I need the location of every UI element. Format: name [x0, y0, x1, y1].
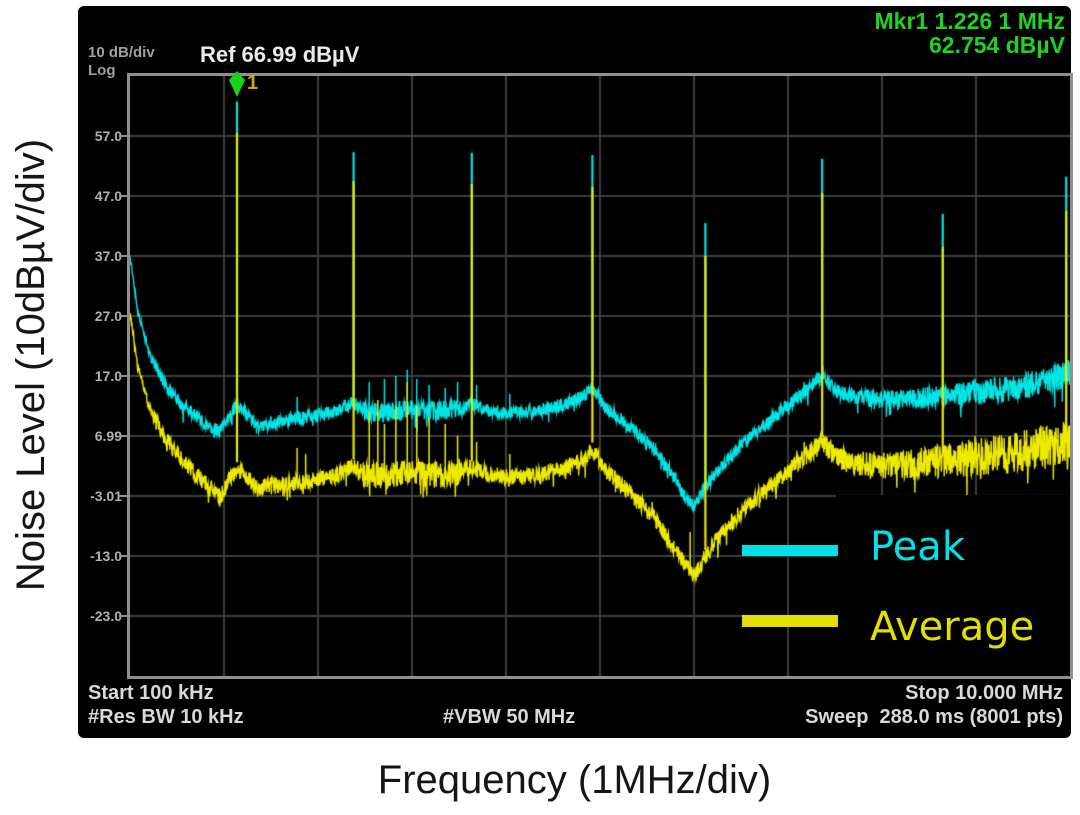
y-tick-label: -13.0 [90, 548, 122, 564]
analyzer-screen: 10 dB/div Log Ref 66.99 dBµV Mkr1 1.226 … [78, 6, 1073, 738]
y-tick-mark [119, 135, 130, 137]
res-bw-label: #Res BW 10 kHz [88, 706, 244, 728]
y-tick-label: 27.0 [94, 308, 122, 324]
y-tick-label: -3.01 [90, 488, 122, 504]
log-scale-label: Log [88, 62, 116, 79]
ref-level-label: Ref 66.99 dBµV [200, 42, 360, 67]
y-tick-label: 37.0 [94, 248, 122, 264]
start-frequency-label: Start 100 kHz [88, 682, 214, 704]
y-tick-mark [119, 555, 130, 557]
y-tick-label: -23.0 [90, 608, 122, 624]
y-tick-mark [119, 615, 130, 617]
legend-label-average: Average [870, 604, 1035, 650]
x-axis-title: Frequency (1MHz/div) [377, 758, 772, 802]
legend-label-peak: Peak [870, 524, 965, 570]
y-tick-mark [119, 435, 130, 437]
legend-swatch-peak [742, 545, 838, 556]
vbw-label: #VBW 50 MHz [443, 706, 576, 728]
legend-swatch-average [742, 615, 838, 627]
y-tick-mark [119, 375, 130, 377]
marker-readout: Mkr1 1.226 1 MHz 62.754 dBµV [875, 9, 1065, 57]
legend-background [836, 495, 1070, 676]
amplitude-scale-label: 10 dB/div [88, 44, 155, 61]
sweep-label: Sweep 288.0 ms (8001 pts) [805, 706, 1063, 728]
marker1-number: 1 [247, 72, 259, 94]
y-tick-mark [119, 495, 130, 497]
y-tick-mark [119, 255, 130, 257]
y-tick-label: 57.0 [94, 128, 122, 144]
marker1-diamond-icon [228, 71, 246, 102]
marker-readout-amplitude: 62.754 dBµV [929, 32, 1065, 58]
y-tick-mark [119, 195, 130, 197]
marker-readout-frequency: Mkr1 1.226 1 MHz [874, 8, 1065, 34]
stop-frequency-label: Stop 10.000 MHz [905, 682, 1063, 704]
y-tick-mark [119, 315, 130, 317]
y-tick-label: 47.0 [94, 188, 122, 204]
y-axis-title: Noise Level (10dBµV/div) [9, 138, 53, 592]
y-tick-label: 17.0 [94, 368, 122, 384]
y-tick-label: 6.99 [94, 428, 122, 444]
